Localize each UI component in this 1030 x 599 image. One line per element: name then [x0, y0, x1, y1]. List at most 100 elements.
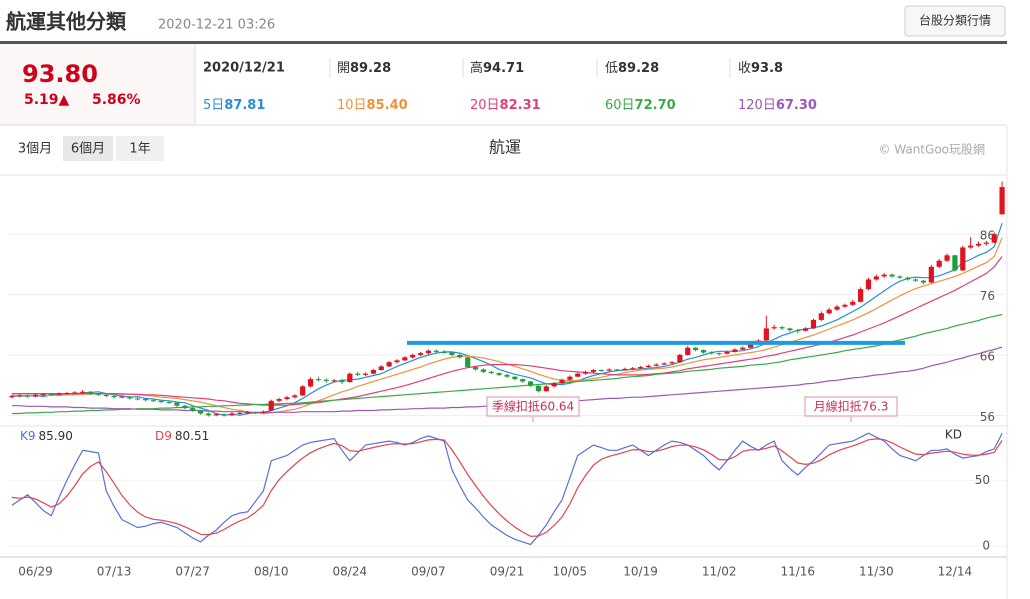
candle-body: [685, 347, 691, 355]
kd-value: 85.90: [39, 429, 73, 443]
kd-title: KD: [945, 428, 962, 442]
range-button-active[interactable]: [63, 136, 113, 161]
candle-body: [362, 373, 369, 375]
candle-body: [999, 187, 1005, 215]
ma-value: 72.70: [635, 98, 676, 113]
y-tick-label: 50: [975, 473, 990, 487]
candle-body: [48, 394, 54, 396]
candle-body: [465, 357, 471, 368]
change-pct: 5.86%: [92, 92, 141, 108]
candle-body: [449, 352, 455, 355]
candle-body: [865, 279, 872, 290]
category-button[interactable]: [904, 5, 1006, 37]
x-tick-label: 10/05: [553, 565, 588, 579]
label: 收: [738, 61, 751, 76]
candle-body: [457, 354, 463, 358]
candle-body: [716, 353, 722, 355]
candle-body: [952, 255, 958, 271]
candle-body: [748, 344, 754, 348]
candle-body: [504, 374, 510, 377]
candle-body: [850, 301, 856, 305]
candle-body: [205, 413, 211, 416]
range-label[interactable]: 6個月: [71, 142, 105, 157]
y-tick-label: 86: [980, 229, 995, 243]
candle-body: [410, 354, 416, 358]
candle-body: [323, 379, 329, 381]
candle-body: [771, 327, 777, 329]
open: 開89.28: [337, 61, 391, 76]
x-tick-label: 10/19: [623, 565, 658, 579]
candle-body: [111, 396, 117, 398]
ma-legend-item: 5日87.81: [203, 98, 265, 113]
candle-body: [983, 242, 989, 244]
candle-body: [669, 362, 675, 364]
candle-body: [622, 368, 628, 371]
candle-body: [441, 351, 447, 353]
candle-body: [40, 394, 46, 396]
candle-body: [64, 392, 70, 394]
candle-body: [826, 309, 832, 314]
candle-body: [80, 391, 86, 393]
ma-line: [11, 256, 1003, 406]
x-tick-label: 08/10: [254, 565, 289, 579]
ma-value: 82.31: [500, 98, 541, 113]
kd-line: [11, 432, 1003, 546]
candle-body: [386, 362, 392, 367]
candle-body: [370, 370, 377, 374]
annotation-box: [804, 396, 898, 417]
category-button-label[interactable]: 台股分類行情: [919, 13, 991, 28]
ma-legend: 5日87.81 10日85.40 20日82.31 60日72.70 120日67.30: [203, 98, 817, 113]
range-button[interactable]: [116, 136, 164, 161]
ma-value: 67.30: [776, 98, 817, 113]
range-label[interactable]: 3個月: [18, 142, 52, 157]
candle-body: [190, 408, 196, 411]
candle-body: [708, 352, 714, 354]
candle-body: [402, 357, 408, 361]
candle-body: [433, 350, 439, 352]
candle-body: [960, 247, 966, 271]
kd-name: K9: [20, 429, 36, 443]
low: 低89.28: [605, 61, 659, 76]
range-button[interactable]: [10, 136, 60, 161]
candle-body: [472, 367, 479, 370]
candle-body: [661, 363, 667, 365]
candle-body: [842, 304, 848, 307]
change: 5.19▲: [24, 92, 70, 108]
candle-body: [9, 396, 15, 398]
ohlc-row: 開89.28 高94.71 低89.28 收93.8: [329, 58, 783, 78]
candle-body: [936, 260, 942, 267]
range-label[interactable]: 1年: [129, 142, 150, 157]
chart-title: 航運: [489, 138, 521, 157]
candle-body: [928, 266, 934, 283]
value: 89.28: [350, 61, 391, 76]
x-tick-label: 09/07: [411, 565, 446, 579]
candle-body: [905, 277, 911, 280]
candle-body: [724, 351, 730, 354]
label: 開: [337, 61, 350, 76]
candle-body: [559, 379, 565, 384]
candle-body: [873, 276, 879, 280]
x-tick-label: 08/24: [333, 565, 368, 579]
candle-body: [135, 398, 141, 400]
candle-body: [378, 366, 384, 371]
ma-name: 5日: [203, 98, 224, 113]
candle-body: [142, 399, 149, 401]
y-tick-label: 0: [982, 538, 990, 552]
x-tick-label: 07/13: [97, 565, 132, 579]
high: 高94.71: [470, 60, 524, 76]
candle-body: [582, 371, 589, 374]
candle-body: [284, 397, 290, 400]
candle-body: [920, 280, 927, 283]
header-rule: [0, 41, 1007, 44]
kd-legend: D9 80.51: [155, 429, 209, 443]
candle-body: [56, 393, 62, 395]
value: 94.71: [483, 61, 524, 76]
ma-legend-item: 10日85.40: [337, 98, 408, 113]
candle-body: [913, 279, 919, 281]
x-tick-label: 11/16: [780, 565, 815, 579]
ma-legend-item: 60日72.70: [605, 98, 676, 113]
ma-line: [11, 313, 1003, 415]
candle-body: [858, 289, 864, 302]
candle-body: [221, 414, 227, 416]
candle-body: [740, 347, 746, 350]
